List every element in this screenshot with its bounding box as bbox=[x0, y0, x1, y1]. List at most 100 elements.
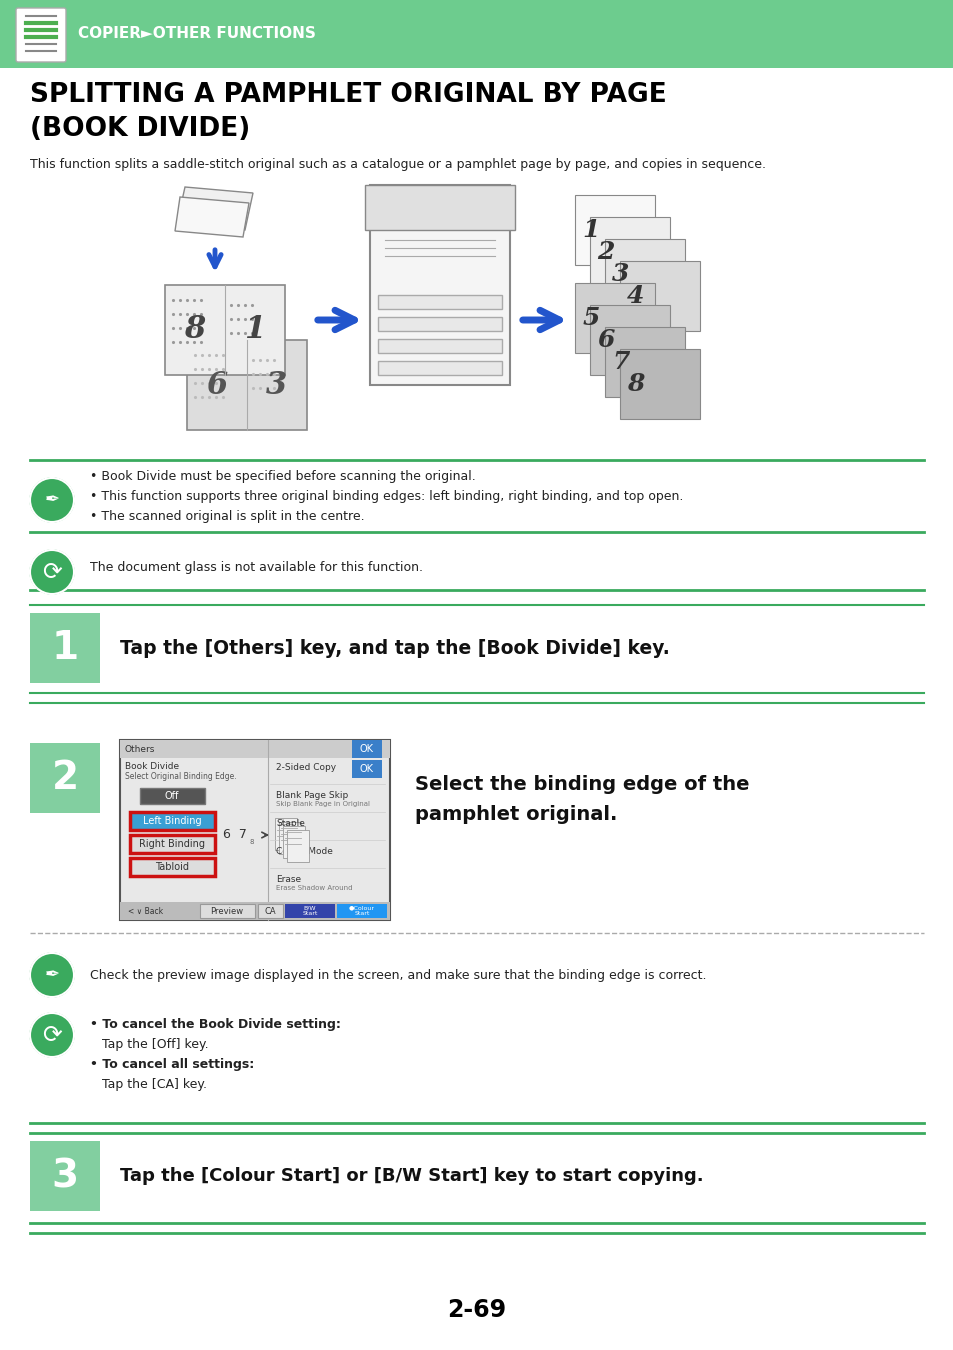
Circle shape bbox=[30, 549, 74, 594]
Text: ⟳: ⟳ bbox=[42, 1023, 62, 1048]
Text: Tap the [Off] key.: Tap the [Off] key. bbox=[90, 1038, 209, 1052]
Bar bbox=[370, 185, 510, 385]
Text: The document glass is not available for this function.: The document glass is not available for … bbox=[90, 560, 422, 574]
Text: 3: 3 bbox=[51, 1157, 78, 1195]
Bar bbox=[278, 822, 301, 855]
Text: Check the preview image displayed in the screen, and make sure that the binding : Check the preview image displayed in the… bbox=[90, 968, 706, 981]
Text: Tap the [Colour Start] or [B/W Start] key to start copying.: Tap the [Colour Start] or [B/W Start] ke… bbox=[120, 1166, 703, 1185]
Bar bbox=[130, 859, 214, 876]
Bar bbox=[365, 185, 515, 230]
Bar bbox=[120, 740, 390, 757]
Polygon shape bbox=[174, 197, 249, 238]
Text: ✒: ✒ bbox=[45, 491, 59, 509]
Text: Select Original Binding Edge.: Select Original Binding Edge. bbox=[125, 772, 236, 782]
Bar bbox=[604, 327, 684, 397]
Text: 3: 3 bbox=[612, 262, 629, 286]
Bar bbox=[604, 239, 684, 309]
Text: Erase Shadow Around: Erase Shadow Around bbox=[275, 886, 352, 891]
Text: COPIER►OTHER FUNCTIONS: COPIER►OTHER FUNCTIONS bbox=[78, 27, 315, 42]
FancyBboxPatch shape bbox=[16, 8, 66, 62]
Text: SPLITTING A PAMPHLET ORIGINAL BY PAGE: SPLITTING A PAMPHLET ORIGINAL BY PAGE bbox=[30, 82, 666, 108]
Text: Erase: Erase bbox=[275, 876, 301, 884]
Text: 4: 4 bbox=[627, 284, 644, 308]
Text: < ∨ Back: < ∨ Back bbox=[128, 906, 163, 915]
Text: 6: 6 bbox=[597, 328, 614, 352]
Text: Blank Page Skip: Blank Page Skip bbox=[275, 791, 348, 801]
Text: Staple: Staple bbox=[275, 819, 305, 829]
Text: Tap the [CA] key.: Tap the [CA] key. bbox=[90, 1079, 207, 1091]
Text: • This function supports three original binding edges: left binding, right bindi: • This function supports three original … bbox=[90, 490, 682, 504]
Text: Select the binding edge of the: Select the binding edge of the bbox=[415, 775, 749, 794]
Bar bbox=[130, 811, 214, 830]
Text: pamphlet original.: pamphlet original. bbox=[415, 805, 617, 823]
Text: 7: 7 bbox=[612, 350, 629, 374]
Text: 1: 1 bbox=[51, 629, 78, 667]
Bar bbox=[589, 305, 669, 375]
Text: 5: 5 bbox=[581, 306, 599, 329]
Text: OK: OK bbox=[359, 764, 374, 774]
Bar bbox=[287, 830, 309, 863]
Text: Tap the [Others] key, and tap the [Book Divide] key.: Tap the [Others] key, and tap the [Book … bbox=[120, 639, 669, 657]
Circle shape bbox=[30, 953, 74, 998]
Bar bbox=[130, 836, 214, 853]
Text: Right Binding: Right Binding bbox=[139, 838, 205, 849]
Text: 8: 8 bbox=[184, 315, 206, 346]
Bar bbox=[165, 285, 285, 375]
Bar bbox=[619, 261, 700, 331]
Bar bbox=[30, 1141, 100, 1211]
Text: 8: 8 bbox=[627, 373, 644, 396]
Text: 3: 3 bbox=[266, 370, 287, 401]
Text: Tabloid: Tabloid bbox=[154, 863, 189, 872]
Text: Skip Blank Page in Original: Skip Blank Page in Original bbox=[275, 801, 370, 807]
Bar bbox=[575, 284, 655, 352]
Bar bbox=[285, 904, 335, 918]
Text: ●Colour
Start: ●Colour Start bbox=[349, 906, 375, 917]
Text: • The scanned original is split in the centre.: • The scanned original is split in the c… bbox=[90, 510, 364, 522]
Text: Book Divide: Book Divide bbox=[125, 761, 179, 771]
Text: This function splits a saddle-stitch original such as a catalogue or a pamphlet : This function splits a saddle-stitch ori… bbox=[30, 158, 765, 171]
Bar bbox=[619, 350, 700, 418]
Bar bbox=[274, 818, 296, 850]
Text: OK: OK bbox=[359, 744, 374, 755]
Bar bbox=[0, 0, 953, 68]
Bar bbox=[140, 788, 205, 805]
Text: 2: 2 bbox=[51, 759, 78, 796]
Bar bbox=[257, 904, 283, 918]
Text: • To cancel the Book Divide setting:: • To cancel the Book Divide setting: bbox=[90, 1018, 340, 1031]
Bar bbox=[589, 217, 669, 288]
Polygon shape bbox=[177, 188, 253, 230]
Bar bbox=[352, 760, 381, 778]
Text: 6  7: 6 7 bbox=[223, 829, 247, 841]
Bar bbox=[187, 340, 307, 431]
Bar bbox=[575, 194, 655, 265]
Text: 8: 8 bbox=[250, 838, 254, 845]
Text: Colour Mode: Colour Mode bbox=[275, 848, 333, 856]
Bar bbox=[377, 360, 501, 375]
Text: CA: CA bbox=[264, 906, 275, 915]
Text: 1: 1 bbox=[581, 217, 599, 242]
Text: 1: 1 bbox=[244, 315, 265, 346]
Circle shape bbox=[30, 1012, 74, 1057]
Bar bbox=[120, 902, 390, 919]
Bar bbox=[377, 317, 501, 331]
Text: (BOOK DIVIDE): (BOOK DIVIDE) bbox=[30, 116, 250, 142]
Text: • Book Divide must be specified before scanning the original.: • Book Divide must be specified before s… bbox=[90, 470, 476, 483]
Text: 6: 6 bbox=[206, 370, 228, 401]
Text: Preview: Preview bbox=[211, 906, 243, 915]
Bar bbox=[377, 339, 501, 352]
Text: 2: 2 bbox=[597, 240, 614, 265]
Bar bbox=[30, 613, 100, 683]
Text: ⟳: ⟳ bbox=[42, 560, 62, 585]
Text: 2-Sided Copy: 2-Sided Copy bbox=[275, 764, 335, 772]
Text: • To cancel all settings:: • To cancel all settings: bbox=[90, 1058, 254, 1071]
Text: B/W
Start: B/W Start bbox=[302, 906, 317, 917]
Bar bbox=[352, 740, 381, 757]
Bar bbox=[30, 743, 100, 813]
Circle shape bbox=[30, 478, 74, 522]
Bar bbox=[120, 740, 390, 919]
Text: Others: Others bbox=[125, 744, 155, 753]
Bar bbox=[336, 904, 387, 918]
Bar bbox=[377, 296, 501, 309]
Text: 2-69: 2-69 bbox=[447, 1297, 506, 1322]
Bar bbox=[200, 904, 254, 918]
